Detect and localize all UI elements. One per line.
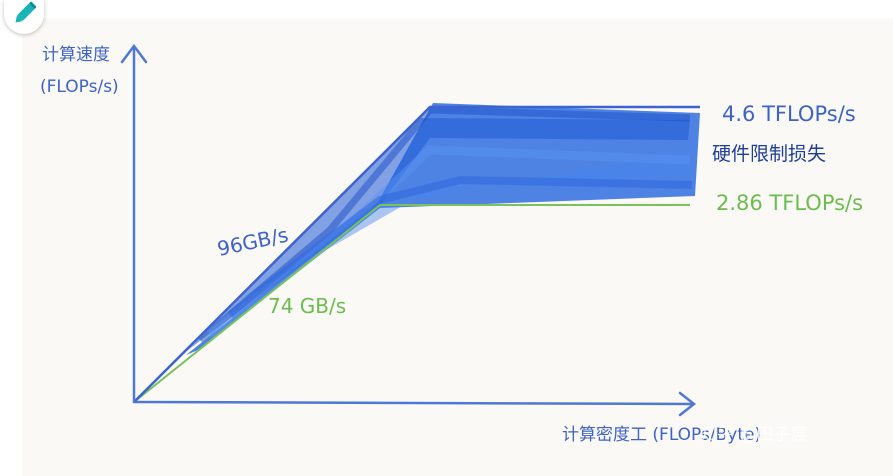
axes (120, 43, 697, 417)
x-axis (132, 400, 694, 406)
y-axis-arrow (120, 43, 148, 64)
pen-icon (15, 1, 37, 23)
lower-bandwidth-label: 74 GB/s (268, 294, 346, 318)
paper-background (22, 18, 893, 476)
upper-ceiling-label: 4.6 TFLOPs/s (722, 102, 856, 126)
lower-ceiling-label: 2.86 TFLOPs/s (716, 191, 863, 215)
lower-roofline (133, 204, 690, 403)
hardware-loss-shading (186, 103, 700, 355)
y-axis-label-line2: (FLOPs/s) (40, 77, 119, 97)
pen-badge[interactable] (4, 0, 44, 34)
watermark: 知乎 @田子宸 (700, 425, 807, 445)
hardware-loss-label: 硬件限制损失 (712, 143, 826, 165)
y-axis-label-line1: 计算速度 (42, 45, 110, 65)
x-axis-arrow (678, 391, 697, 417)
x-axis-label: 计算密度工 (FLOPs/Byte) (562, 425, 761, 445)
upper-roofline (133, 105, 700, 403)
